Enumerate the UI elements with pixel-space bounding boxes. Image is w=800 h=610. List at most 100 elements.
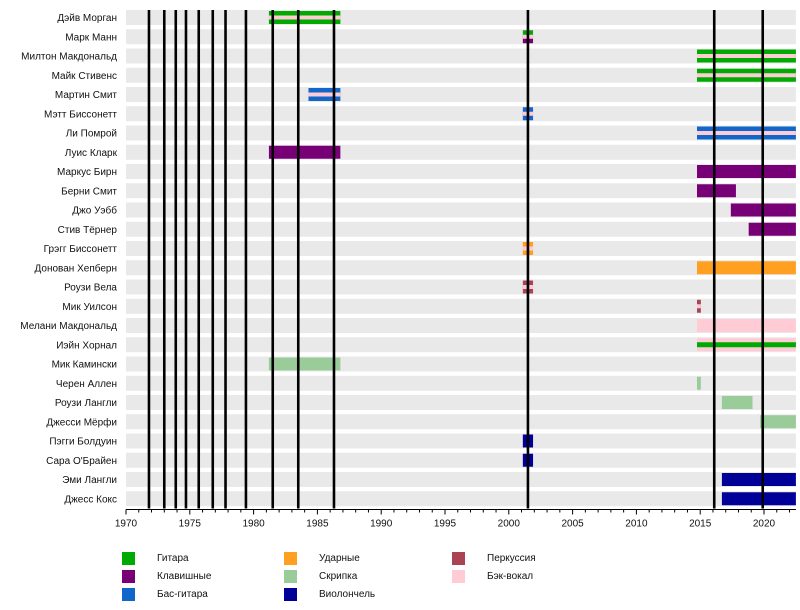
x-tick-label: 2000 — [498, 519, 521, 530]
bar-segment-violin — [697, 376, 701, 390]
member-name-label: Майк Стивенс — [52, 71, 117, 82]
member-name-label: Милтон Макдональд — [21, 52, 117, 63]
row-background — [126, 452, 796, 468]
row-background — [126, 125, 796, 141]
bar-segment-keyboards — [268, 145, 341, 159]
member-name-label: Черен Аллен — [56, 379, 117, 390]
member-name-label: Донован Хепберн — [35, 262, 118, 274]
bar-segment-backing_vocals — [697, 73, 796, 78]
member-names: Дэйв Морган Марк Манн Милтон Макдональд Май… — [20, 13, 117, 505]
member-name-label: Луис Кларк — [65, 148, 118, 159]
row-background — [126, 318, 796, 333]
member-name-label: Джо Уэбб — [72, 205, 117, 217]
member-bar — [697, 184, 736, 198]
row-background — [126, 395, 796, 410]
member-bar — [268, 11, 341, 24]
member-bar — [697, 319, 796, 332]
member-name-label: Сара О'Брайен — [46, 456, 117, 467]
member-bar — [697, 338, 796, 352]
member-name-label: Марк Манн — [65, 32, 117, 43]
row-background — [126, 337, 796, 353]
bar-segment-keyboards — [697, 184, 736, 198]
x-tick-label: 2015 — [689, 519, 712, 530]
row-background — [126, 241, 796, 256]
member-bar — [697, 376, 701, 390]
x-tick-label: 1975 — [179, 519, 202, 530]
row-background — [126, 298, 796, 314]
album-release-lines — [147, 10, 765, 509]
bar-segment-drums — [697, 261, 796, 275]
x-tick-label: 1985 — [306, 519, 329, 530]
x-tick-label: 2020 — [753, 519, 776, 530]
bar-segment-backing_vocals — [697, 54, 796, 58]
member-name-label: Дэйв Морган — [57, 13, 117, 24]
bar-segment-backing_vocals — [697, 131, 796, 135]
member-name-label: Мартин Смит — [55, 90, 117, 101]
member-bar — [721, 492, 796, 506]
row-background — [126, 87, 796, 102]
member-name-label: Берни Смит — [61, 186, 117, 197]
row-background — [126, 375, 796, 391]
member-bar — [697, 165, 796, 178]
member-bar — [697, 68, 796, 82]
member-name-label: Ли Помрой — [66, 129, 117, 140]
member-name-label: Стив Тёрнер — [58, 225, 118, 236]
bar-segment-backing_vocals — [697, 319, 796, 332]
bar-segment-backing_vocals — [268, 15, 341, 20]
bar-segment-cello — [721, 492, 796, 506]
member-bar — [268, 357, 341, 371]
bar-segment-backing_vocals — [308, 92, 341, 97]
row-background — [126, 164, 796, 179]
bar-segment-keyboards — [697, 165, 796, 178]
bar-segment-violin — [760, 415, 796, 429]
member-name-label: Иэйн Хорнал — [56, 340, 117, 351]
member-name-label: Мелани Макдональд — [20, 321, 117, 332]
member-name-label: Маркус Бирн — [57, 167, 117, 178]
bar-segment-backing_vocals — [697, 304, 701, 309]
x-tick-label: 2005 — [561, 519, 584, 530]
member-name-label: Роузи Лангли — [55, 398, 117, 409]
row-background — [126, 183, 796, 199]
member-name-label: Джесси Мёрфи — [46, 416, 117, 428]
member-name-label: Грэгг Биссонетт — [44, 244, 118, 255]
row-background — [126, 221, 796, 237]
member-bar — [721, 396, 753, 409]
member-bar — [721, 473, 796, 486]
member-bar — [268, 145, 341, 159]
member-name-label: Джесс Кокс — [64, 494, 117, 505]
row-background — [126, 48, 796, 64]
bar-segment-keyboards — [748, 222, 796, 236]
row-background — [126, 472, 796, 487]
row-background — [126, 491, 796, 507]
member-name-label: Мэтт Биссонетт — [44, 109, 117, 120]
member-name-label: Мик Уилсон — [62, 302, 117, 313]
member-name-label: Эми Лангли — [62, 475, 117, 486]
member-bar — [697, 126, 796, 140]
member-bar — [760, 415, 796, 429]
member-bars — [268, 11, 796, 506]
member-bar — [697, 49, 796, 63]
x-tick-label: 2010 — [625, 519, 648, 530]
bar-segment-violin — [268, 357, 341, 371]
member-bar — [697, 261, 796, 275]
x-tick-label: 1980 — [242, 519, 265, 530]
x-tick-label: 1995 — [434, 519, 457, 530]
member-name-label: Мик Камински — [52, 360, 117, 371]
row-background — [126, 260, 796, 276]
x-tick-label: 1970 — [115, 519, 138, 530]
row-background — [126, 279, 796, 295]
x-tick-label: 1990 — [370, 519, 393, 530]
bar-segment-cello — [721, 473, 796, 486]
bar-segment-violin — [721, 396, 753, 409]
row-background — [126, 67, 796, 83]
member-bar — [308, 88, 341, 101]
member-name-label: Роузи Вела — [64, 283, 117, 294]
member-name-label: Пэгги Болдуин — [49, 437, 117, 448]
row-background — [126, 29, 796, 45]
row-backgrounds — [126, 10, 796, 507]
row-background — [126, 106, 796, 122]
x-axis: 1970 1975 1980 1985 1990 1995 2000 2005 2010 2015… — [115, 509, 796, 530]
bar-segment-guitar — [697, 342, 796, 348]
row-background — [126, 433, 796, 449]
